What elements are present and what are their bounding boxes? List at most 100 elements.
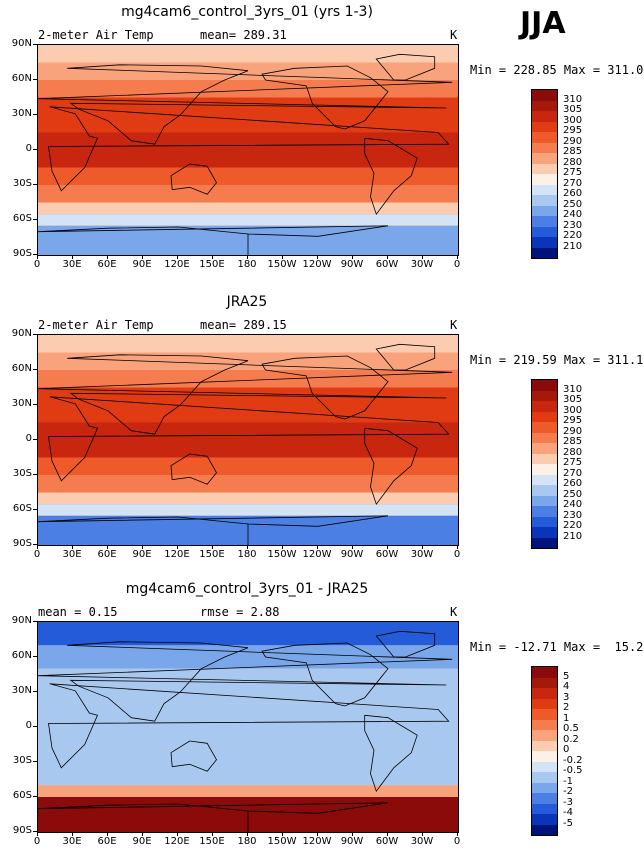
- colorbar-swatch: [532, 422, 557, 433]
- colorbar-label: 220: [563, 230, 583, 241]
- panel-title: JRA25: [226, 294, 268, 310]
- lon-tick-label: 30W: [410, 549, 434, 560]
- lon-tick: [72, 255, 73, 259]
- zonal-band: [38, 202, 458, 215]
- colorbar-swatch: [532, 153, 557, 164]
- colorbar-label: 305: [563, 394, 583, 405]
- colorbar-label: 4: [563, 681, 570, 692]
- colorbar-label: 275: [563, 457, 583, 468]
- lon-tick-label: 150W: [267, 549, 297, 560]
- lat-tick: [33, 691, 37, 692]
- zonal-band: [38, 785, 458, 797]
- colorbar-swatch: [532, 390, 557, 401]
- colorbar-swatch: [532, 698, 557, 709]
- zonal-band: [38, 622, 458, 646]
- lon-tick: [177, 545, 178, 549]
- colorbar-swatch: [532, 495, 557, 506]
- colorbar-swatch: [532, 485, 557, 496]
- colorbar-label: 280: [563, 446, 583, 458]
- lat-tick: [33, 79, 37, 80]
- panel-subtitle-left: 2-meter Air Temp: [38, 28, 154, 42]
- lon-tick: [352, 545, 353, 549]
- colorbar-label: 270: [563, 467, 583, 479]
- lon-tick: [422, 545, 423, 549]
- lon-tick: [457, 832, 458, 836]
- colorbar-swatch: [532, 216, 557, 227]
- lat-tick: [33, 369, 37, 370]
- lon-tick: [212, 545, 213, 549]
- colorbar-swatch: [532, 709, 557, 720]
- lon-tick: [422, 832, 423, 836]
- lat-tick-label: 60N: [11, 363, 32, 374]
- panel-subtitle-mean: mean= 289.31: [200, 28, 287, 42]
- lon-tick-label: 30E: [62, 549, 82, 560]
- coastline: [38, 641, 453, 722]
- colorbar-label: 300: [563, 114, 583, 126]
- colorbar-label: 310: [563, 93, 583, 105]
- lon-tick-label: 60E: [97, 549, 117, 560]
- lon-tick: [37, 255, 38, 259]
- zonal-band: [38, 97, 458, 133]
- colorbar-swatch: [532, 824, 557, 835]
- colorbar: [531, 666, 558, 836]
- lat-tick: [33, 334, 37, 335]
- zonal-band: [38, 387, 458, 423]
- lat-tick-label: 30S: [12, 178, 32, 189]
- lat-tick: [33, 44, 37, 45]
- colorbar-swatch: [532, 464, 557, 475]
- zonal-band: [38, 214, 458, 226]
- lon-tick: [72, 545, 73, 549]
- lon-tick-label: 90E: [132, 259, 152, 270]
- lon-tick-label: 30W: [410, 836, 434, 847]
- colorbar-swatch: [532, 121, 557, 132]
- lat-tick-label: 60S: [12, 790, 32, 801]
- colorbar-label: -0.5: [563, 765, 583, 776]
- colorbar-swatch: [532, 803, 557, 814]
- lat-tick: [33, 509, 37, 510]
- lon-tick-label: 120E: [164, 259, 190, 270]
- colorbar-swatch: [532, 688, 557, 699]
- colorbar-label: -2: [563, 786, 573, 797]
- colorbar-swatch: [532, 432, 557, 443]
- lon-tick-label: 60W: [375, 836, 399, 847]
- colorbar-swatch: [532, 740, 557, 751]
- lon-tick: [37, 832, 38, 836]
- zonal-band: [38, 703, 458, 751]
- lat-tick: [33, 544, 37, 545]
- lon-tick: [282, 545, 283, 549]
- colorbar-label: 250: [563, 198, 583, 210]
- colorbar-swatch: [532, 761, 557, 772]
- panel-units: K: [450, 605, 458, 619]
- colorbar-label: 290: [563, 425, 583, 437]
- colorbar-swatch: [532, 142, 557, 153]
- lat-tick: [33, 149, 37, 150]
- zonal-band: [38, 352, 458, 370]
- lon-tick-label: 90E: [132, 549, 152, 560]
- colorbar-swatch: [532, 730, 557, 741]
- lat-tick: [33, 796, 37, 797]
- colorbar-label: 260: [563, 188, 583, 199]
- colorbar-swatch: [532, 174, 557, 185]
- colorbar-swatch: [532, 132, 557, 143]
- colorbar-swatch: [532, 782, 557, 793]
- lat-tick-label: 60N: [11, 650, 32, 661]
- lon-tick-label: 150E: [199, 549, 225, 560]
- lat-tick-label: 90N: [11, 38, 32, 49]
- colorbar-swatch: [532, 226, 557, 237]
- lon-tick-label: 180: [237, 549, 257, 560]
- zonal-band: [38, 504, 458, 516]
- lon-tick-label: 60W: [375, 259, 399, 270]
- zonal-band: [38, 457, 458, 475]
- colorbar-label: 295: [563, 415, 583, 426]
- coastline: [375, 53, 436, 81]
- colorbar-label: -0.2: [563, 754, 583, 766]
- colorbar-swatch: [532, 411, 557, 422]
- colorbar-label: 285: [563, 146, 583, 157]
- zonal-band: [38, 750, 458, 786]
- lat-tick-label: 60N: [11, 73, 32, 84]
- lon-tick: [247, 545, 248, 549]
- map-plot-area: [37, 334, 459, 546]
- colorbar-swatch: [532, 474, 557, 485]
- lat-tick: [33, 439, 37, 440]
- lon-tick: [387, 545, 388, 549]
